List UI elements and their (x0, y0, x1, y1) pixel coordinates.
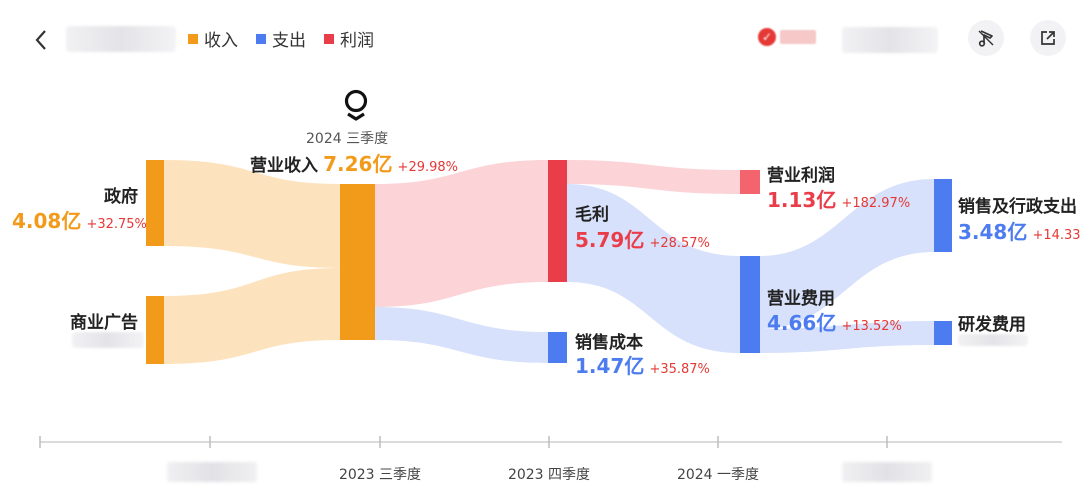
cost-value-row: 1.47亿 +35.87% (575, 350, 710, 379)
blurred-watermark (842, 27, 938, 53)
period-timeline[interactable]: 2023 三季度 2023 四季度 2024 一季度 (0, 428, 1080, 494)
expense-swatch (256, 33, 266, 44)
gov-name: 政府 (104, 187, 138, 207)
flow-opexp-sga (760, 179, 934, 329)
sankey-svg (146, 160, 952, 364)
node-gross[interactable] (548, 160, 567, 282)
node-cost[interactable] (548, 332, 567, 363)
gov-pct: +32.75% (86, 217, 147, 232)
opexp-value-row: 4.66亿 +13.52% (767, 307, 902, 336)
profit-swatch (324, 33, 334, 44)
node-revenue[interactable] (340, 184, 375, 340)
share-button[interactable] (1030, 20, 1066, 56)
blurred-brand-text (780, 30, 816, 44)
tick-2023-q4[interactable]: 2023 四季度 (507, 467, 591, 483)
legend: 收入 支出 利润 (188, 26, 374, 51)
legend-label: 支出 (272, 31, 306, 51)
sankey-chart: 2024 三季度 营业收入 7.26亿 +29.98% 政府 4.08亿 +32… (0, 78, 1080, 428)
node-gov[interactable] (146, 160, 164, 246)
flow-gov-revenue (164, 160, 340, 268)
gross-name: 毛利 (575, 205, 609, 225)
blurred-tick-label (842, 462, 932, 482)
legend-item-expense: 支出 (256, 26, 306, 51)
node-sga[interactable] (934, 179, 952, 252)
legend-item-profit: 利润 (324, 26, 374, 51)
external-link-icon (1041, 31, 1055, 45)
music-note-icon (978, 30, 994, 47)
node-rnd[interactable] (934, 321, 952, 345)
flow-ads-revenue (164, 268, 340, 364)
flow-revenue-gross (375, 160, 548, 307)
gov-value: 4.08亿 (12, 209, 82, 233)
legend-label: 收入 (204, 31, 238, 51)
revenue-name: 营业收入 (250, 156, 318, 176)
top-bar: 收入 支出 利润 ✓ (0, 0, 1080, 78)
flow-gross-opprofit (567, 160, 740, 194)
node-ads[interactable] (146, 296, 164, 364)
cost-value: 1.47亿 (575, 354, 645, 378)
sga-value: 3.48亿 (958, 220, 1028, 244)
tick-2023-q3[interactable]: 2023 三季度 (338, 467, 422, 483)
revenue-value: 7.26亿 (323, 152, 393, 176)
sga-value-row: 3.48亿 +14.33% (958, 216, 1080, 245)
node-opprofit[interactable] (740, 170, 760, 194)
gross-value-row: 5.79亿 +28.57% (575, 224, 710, 253)
opexp-pct: +13.52% (841, 319, 902, 334)
music-button[interactable] (968, 20, 1004, 56)
blurred-rnd-value (958, 334, 1028, 346)
flow-revenue-cost (375, 307, 548, 363)
opprofit-pct: +182.97% (841, 196, 911, 211)
ads-name: 商业广告 (70, 313, 138, 333)
sga-pct: +14.33% (1032, 228, 1080, 243)
sga-name: 销售及行政支出 (958, 197, 1077, 217)
revenue-label: 营业收入 7.26亿 +29.98% (250, 148, 458, 177)
cost-name: 销售成本 (575, 333, 643, 353)
opexp-name: 营业费用 (767, 289, 835, 309)
period-title: 2024 三季度 (306, 131, 389, 147)
cost-pct: +35.87% (649, 362, 710, 377)
opprofit-name: 营业利润 (767, 166, 835, 186)
gross-pct: +28.57% (649, 236, 710, 251)
timeline-axis (39, 436, 1062, 448)
legend-label: 利润 (340, 31, 374, 51)
check-logo-icon: ✓ (758, 28, 776, 46)
blurred-ads-value (72, 332, 144, 348)
back-button[interactable] (28, 26, 56, 54)
brand-badge: ✓ (758, 28, 816, 46)
flow-opexp-rnd (760, 321, 934, 353)
income-swatch (188, 33, 198, 44)
opprofit-value-row: 1.13亿 +182.97% (767, 184, 910, 213)
legend-item-income: 收入 (188, 26, 238, 51)
flow-gross-opexp (567, 184, 740, 353)
node-opexp[interactable] (740, 256, 760, 353)
gross-value: 5.79亿 (575, 228, 645, 252)
rnd-name: 研发费用 (958, 315, 1026, 335)
blurred-tick-label (167, 462, 257, 482)
gov-value-row: 4.08亿 +32.75% (12, 205, 147, 234)
blurred-company-name (66, 26, 176, 52)
chevron-left-icon (35, 30, 46, 50)
revenue-pct: +29.98% (397, 160, 459, 175)
opprofit-value: 1.13亿 (767, 188, 837, 212)
pin-logo-icon (340, 88, 372, 126)
opexp-value: 4.66亿 (767, 311, 837, 335)
tick-2024-q1[interactable]: 2024 一季度 (676, 467, 760, 483)
